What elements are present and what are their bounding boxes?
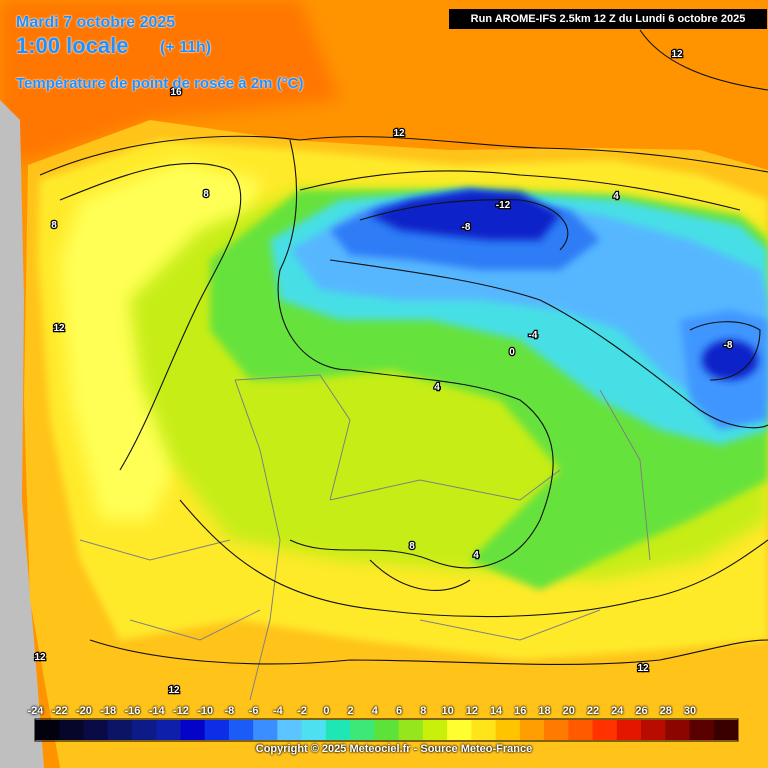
legend-tick-label: 18 [538,705,551,717]
cold-core-east [702,340,758,380]
legend-tick-label: 14 [489,705,503,717]
contour-label: 4 [434,382,440,393]
legend-swatch [156,720,181,740]
legend-swatch [301,720,327,740]
legend-swatch [277,720,303,740]
legend-tick-label: -12 [172,705,189,717]
legend-tick-label: -4 [273,705,283,717]
legend-swatch [616,720,642,740]
legend-swatch [665,720,691,740]
contour-label: 4 [613,191,619,202]
legend-swatch [107,720,133,740]
contour-label: -4 [529,330,538,341]
legend-swatch [519,720,545,740]
legend-tick-label: -14 [148,705,165,717]
legend-tick-label: 28 [659,705,672,717]
forecast-lead-time: (+ 11h) [160,39,212,56]
parameter-title: Température de point de rosée à 2m (°C) [16,75,304,92]
contour-label: 12 [637,663,649,674]
contour-label: 12 [671,49,683,60]
legend-swatch [422,720,448,740]
legend-swatch [447,720,472,740]
france-land [0,100,44,768]
legend-swatch [471,720,497,740]
legend-swatch [689,720,715,740]
model-run-label: Run AROME-IFS 2.5km 12 Z du Lundi 6 octo… [449,9,767,29]
legend-tick-label: 26 [635,705,648,717]
contour-label: 4 [473,550,479,561]
legend-tick-label: 24 [611,705,624,717]
legend-swatch [592,720,618,740]
color-legend [34,718,739,742]
legend-tick-label: -22 [51,705,68,717]
legend-swatch [35,720,60,740]
contour-lines [39,29,768,665]
legend-tick-label: 8 [420,705,427,717]
legend-tick-label: 6 [396,705,403,717]
contour-label: 8 [203,189,209,200]
contour-label: 12 [53,323,65,334]
legend-swatch [374,720,400,740]
contour-label: 0 [509,347,515,358]
contour-label: -12 [496,200,511,211]
legend-tick-label: -10 [197,705,214,717]
legend-tick-label: -2 [297,705,308,717]
legend-swatch [83,720,109,740]
legend-swatches [35,720,739,740]
legend-swatch [544,720,569,740]
legend-tick-label: 2 [347,705,354,717]
contour-label: 8 [409,541,415,552]
legend-tick-label: -20 [76,705,92,717]
legend-swatch [253,720,278,740]
contour-label: -8 [462,222,471,233]
legend-swatch [131,720,157,740]
contour-label: 12 [393,128,405,139]
contour-label: 16 [170,87,182,98]
legend-tick-label: 4 [371,705,378,717]
copyright-text: Copyright © 2025 Meteociel.fr - Source M… [255,743,533,755]
legend-tick-label: 30 [683,705,697,717]
legend-swatch [204,720,230,740]
legend-swatch [713,720,739,740]
legend-swatch [350,720,375,740]
legend-swatch [180,720,206,740]
legend-tick-label: -16 [124,705,141,717]
legend-swatch [568,720,594,740]
legend-tick-label: -18 [100,705,117,717]
legend-tick-label: -6 [248,705,259,717]
admin-borders [79,374,651,701]
forecast-hour: 1:00 locale [16,33,129,58]
contour-labels: 12 12 16 8 8 12 -12 -8 -4 0 4 -8 8 4 12 … [33,48,734,698]
legend-swatch [59,720,84,740]
legend-tick-label: 12 [465,705,478,717]
legend-tick-label: 10 [441,705,454,717]
forecast-date: Mardi 7 octobre 2025 [16,14,176,31]
contour-label: 12 [168,685,180,696]
legend-swatch [325,720,351,740]
cold-core-north [370,190,560,240]
contour-label: -8 [724,340,733,351]
legend-swatch [228,720,254,740]
sea-orange-dark [0,0,340,160]
legend-tick-label: 0 [323,705,330,717]
contour-label: 8 [51,220,57,231]
contour-label: 12 [34,652,46,663]
legend-tick-label: -24 [27,705,44,717]
legend-tick-label: -8 [224,705,235,717]
legend-swatch [495,720,521,740]
legend-tick-label: 16 [514,705,527,717]
legend-tick-label: 20 [562,705,575,717]
legend-tick-label: 22 [586,705,600,717]
legend-swatch [641,720,666,740]
legend-swatch [398,720,424,740]
